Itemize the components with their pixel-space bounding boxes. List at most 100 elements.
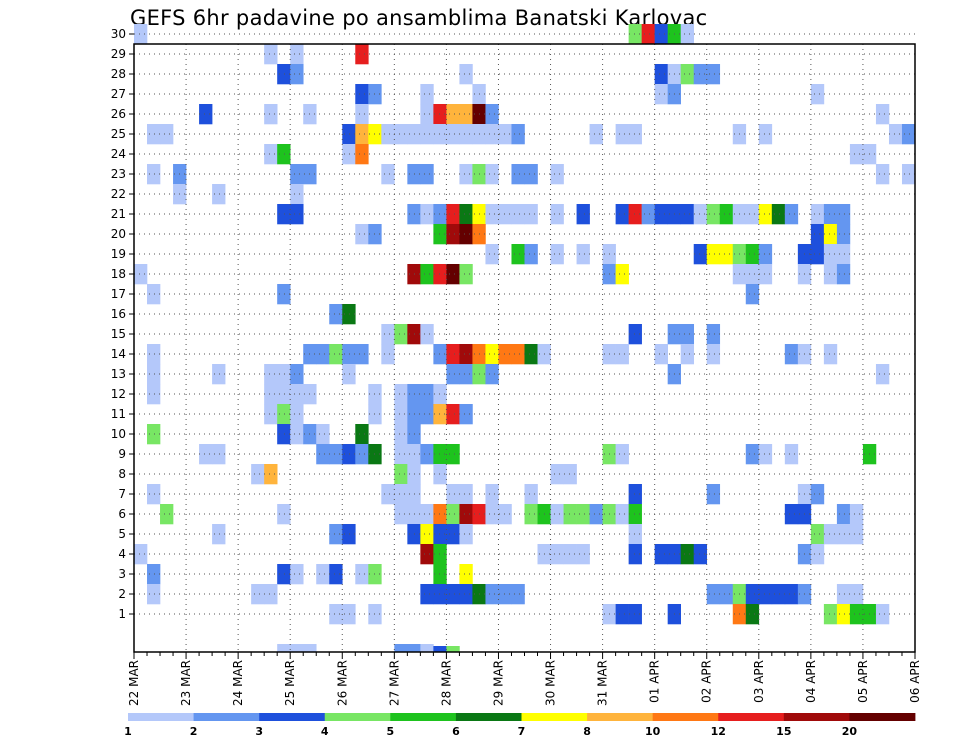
heatmap-cell — [316, 564, 330, 585]
heatmap-cell — [550, 244, 564, 265]
heatmap-cell — [524, 244, 538, 265]
heatmap-cell — [511, 244, 525, 265]
heatmap-cell — [875, 104, 890, 125]
heatmap-cell — [784, 584, 799, 605]
colorbar-swatch — [521, 713, 588, 721]
heatmap-cell — [459, 204, 473, 225]
heatmap-cell — [290, 404, 304, 425]
colorbar-label: 12 — [711, 725, 726, 738]
heatmap-cell — [433, 204, 447, 225]
heatmap-cell — [446, 484, 460, 505]
heatmap-cell — [680, 324, 695, 345]
heatmap-cell — [550, 544, 564, 565]
heatmap-cell — [485, 484, 499, 505]
y-tick-label: 19 — [111, 247, 126, 261]
heatmap-cell — [745, 264, 760, 285]
heatmap-cell — [316, 344, 330, 365]
x-tick-label: 01 APR — [648, 660, 662, 703]
colorbar-label: 3 — [255, 725, 263, 738]
heatmap-cell — [277, 564, 291, 585]
heatmap-cell — [511, 124, 525, 145]
heatmap-cell — [420, 264, 434, 285]
heatmap-cell — [810, 524, 825, 545]
heatmap-cell — [433, 544, 447, 565]
heatmap-cell — [706, 584, 721, 605]
heatmap-cell — [680, 204, 695, 225]
heatmap-cell — [654, 204, 668, 225]
y-tick-label: 21 — [111, 207, 126, 221]
y-tick-label: 13 — [111, 367, 126, 381]
heatmap-cell — [420, 84, 434, 105]
x-tick-label: 04 APR — [804, 660, 818, 703]
heatmap-cell — [355, 44, 369, 65]
heatmap-cell — [329, 344, 343, 365]
heatmap-cell — [550, 164, 564, 185]
heatmap-cell — [160, 504, 174, 525]
heatmap-cell — [342, 304, 356, 325]
heatmap-cell — [485, 504, 499, 525]
colorbar-label: 7 — [518, 725, 526, 738]
heatmap-cell — [264, 404, 278, 425]
heatmap-cell — [394, 464, 408, 485]
heatmap-cell — [277, 284, 291, 305]
heatmap-cell — [654, 544, 668, 565]
heatmap-cell — [446, 584, 460, 605]
heatmap-cell — [459, 404, 473, 425]
heatmap-cell — [745, 204, 760, 225]
heatmap-cell — [433, 646, 447, 653]
y-tick-label: 18 — [111, 267, 126, 281]
heatmap-cell — [199, 104, 213, 125]
heatmap-cell — [706, 344, 721, 365]
heatmap-cell — [628, 484, 642, 505]
heatmap-cell — [628, 204, 642, 225]
heatmap-cell — [433, 564, 447, 585]
heatmap-cell — [147, 584, 161, 605]
heatmap-cell — [693, 544, 708, 565]
heatmap-cell — [524, 204, 538, 225]
y-tick-label: 2 — [118, 587, 126, 601]
heatmap-cell — [446, 364, 460, 385]
heatmap-cell — [134, 264, 148, 285]
heatmap-cell — [446, 646, 460, 653]
heatmap-cell — [264, 44, 278, 65]
heatmap-cell — [433, 404, 447, 425]
heatmap-cell — [251, 464, 265, 485]
heatmap-cell — [420, 524, 434, 545]
colorbar-label: 6 — [452, 725, 460, 738]
heatmap-cell — [394, 124, 408, 145]
colorbar-label: 8 — [583, 725, 591, 738]
heatmap-cell — [355, 144, 369, 165]
heatmap-cell — [342, 444, 356, 465]
heatmap-cell — [498, 204, 512, 225]
heatmap-cell — [277, 384, 291, 405]
heatmap-cell — [628, 524, 642, 545]
heatmap-cell — [264, 104, 278, 125]
heatmap-cell — [342, 144, 356, 165]
heatmap-cell — [329, 564, 343, 585]
heatmap-cell — [628, 544, 642, 565]
heatmap-cell — [576, 244, 590, 265]
heatmap-cell — [888, 124, 903, 145]
heatmap-cell — [433, 444, 447, 465]
x-tick-label: 28 MAR — [439, 660, 453, 706]
heatmap-cell — [394, 384, 408, 405]
heatmap-cell — [355, 564, 369, 585]
heatmap-cell — [836, 264, 851, 285]
heatmap-cell — [303, 644, 317, 653]
heatmap-cell — [433, 464, 447, 485]
y-tick-label: 22 — [111, 187, 126, 201]
heatmap-cell — [290, 644, 304, 653]
heatmap-cell — [563, 544, 577, 565]
colorbar-label: 2 — [190, 725, 198, 738]
y-tick-label: 1 — [118, 607, 126, 621]
heatmap-cell — [342, 524, 356, 545]
heatmap-cell — [758, 584, 773, 605]
heatmap-cell — [394, 644, 408, 653]
heatmap-cell — [290, 564, 304, 585]
heatmap-cell — [329, 444, 343, 465]
heatmap-cell — [576, 544, 590, 565]
heatmap-cell — [459, 124, 473, 145]
heatmap-cell — [719, 244, 734, 265]
heatmap-cell — [498, 584, 512, 605]
heatmap-cell — [433, 504, 447, 525]
